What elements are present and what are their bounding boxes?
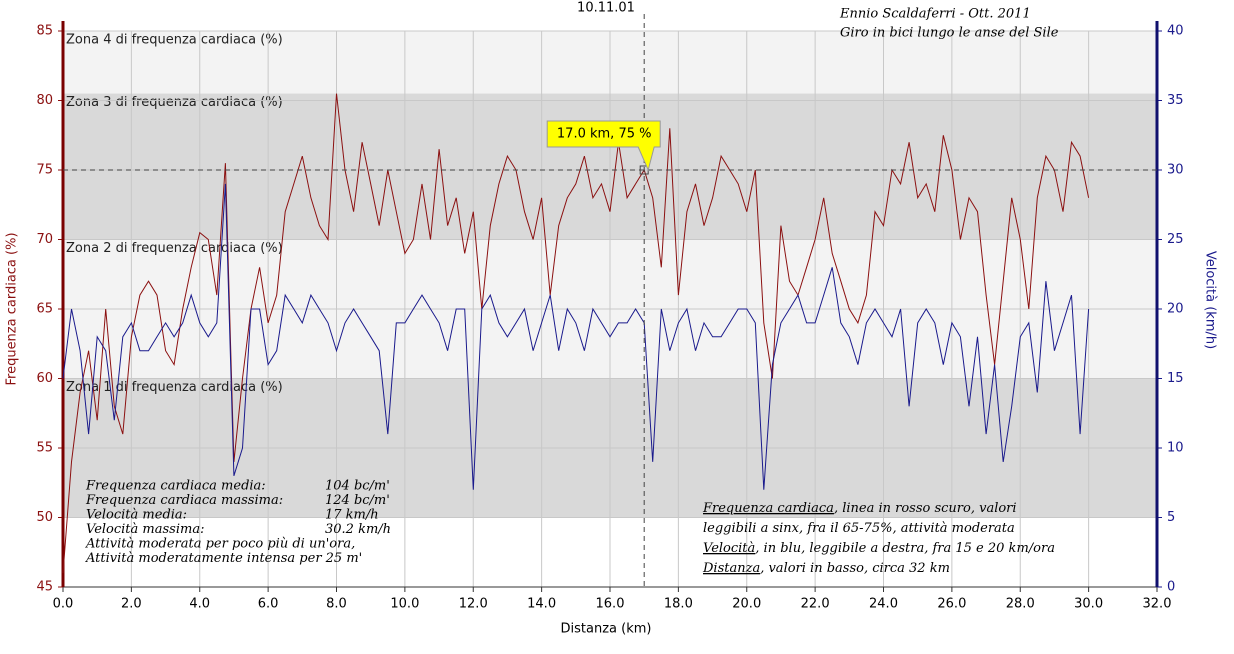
x-tick-label: 10.0 bbox=[390, 597, 419, 612]
note-line: Velocità, in blu, leggibile a destra, fr… bbox=[703, 541, 1055, 556]
note-text: , in blu, leggibile a destra, fra 15 e 2… bbox=[755, 541, 1055, 556]
x-axis-label: Distanza (km) bbox=[561, 622, 652, 637]
stat-label: Velocità media: bbox=[86, 508, 187, 523]
x-tick-label: 12.0 bbox=[459, 597, 488, 612]
y2-tick-label: 40 bbox=[1167, 24, 1184, 39]
x-tick-label: 18.0 bbox=[664, 597, 693, 612]
y-tick-label: 75 bbox=[36, 163, 53, 178]
zone-label: Zona 4 di frequenza cardiaca (%) bbox=[66, 33, 283, 48]
stat-label: Velocità massima: bbox=[86, 522, 204, 537]
y2-tick-label: 5 bbox=[1167, 510, 1175, 525]
note-line: leggibili a sinx, fra il 65-75%, attivit… bbox=[703, 521, 1015, 536]
y-tick-label: 80 bbox=[36, 93, 53, 108]
y-tick-label: 45 bbox=[36, 580, 53, 595]
y2-tick-label: 0 bbox=[1167, 580, 1175, 595]
note-text: , valori in basso, circa 32 km bbox=[760, 561, 950, 576]
y-tick-label: 70 bbox=[36, 232, 53, 247]
y-tick-label: 85 bbox=[36, 24, 53, 39]
x-tick-label: 0.0 bbox=[53, 597, 74, 612]
x-tick-label: 28.0 bbox=[1006, 597, 1035, 612]
stat-label: Attività moderata per poco più di un'ora… bbox=[85, 537, 355, 552]
y2-axis-label: Velocità (km/h) bbox=[1203, 251, 1218, 349]
note-text: leggibili a sinx, fra il 65-75%, attivit… bbox=[703, 521, 1015, 536]
y-tick-label: 50 bbox=[36, 510, 53, 525]
stat-label: Frequenza cardiaca massima: bbox=[85, 493, 283, 508]
y-tick-label: 55 bbox=[36, 441, 53, 456]
x-tick-label: 14.0 bbox=[527, 597, 556, 612]
y-tick-label: 60 bbox=[36, 371, 53, 386]
note-term: Velocità bbox=[703, 541, 755, 556]
series-line bbox=[62, 183, 1090, 490]
y2-tick-label: 15 bbox=[1167, 371, 1184, 386]
stat-value: 104 bc/m' bbox=[325, 479, 390, 494]
stat-label: Frequenza cardiaca media: bbox=[85, 479, 266, 494]
stat-label: Attività moderatamente intensa per 25 m' bbox=[85, 551, 362, 566]
x-tick-label: 30.0 bbox=[1074, 597, 1103, 612]
note-term: Distanza bbox=[702, 561, 760, 576]
x-tick-label: 26.0 bbox=[937, 597, 966, 612]
x-tick-label: 20.0 bbox=[732, 597, 761, 612]
zone-label: Zona 1 di frequenza cardiaca (%) bbox=[66, 380, 283, 395]
stat-value: 124 bc/m' bbox=[325, 493, 390, 508]
annotation: Ennio Scaldaferri - Ott. 2011 bbox=[839, 7, 1031, 22]
zone-label: Zona 2 di frequenza cardiaca (%) bbox=[66, 241, 283, 256]
zone-label: Zona 3 di frequenza cardiaca (%) bbox=[66, 95, 283, 110]
stat-value: 30.2 km/h bbox=[325, 522, 391, 537]
y2-tick-label: 20 bbox=[1167, 302, 1184, 317]
note-line: Frequenza cardiaca, linea in rosso scuro… bbox=[702, 501, 1017, 516]
x-tick-label: 4.0 bbox=[189, 597, 210, 612]
tooltip-box bbox=[546, 120, 661, 172]
x-tick-label: 6.0 bbox=[258, 597, 279, 612]
y2-tick-label: 25 bbox=[1167, 232, 1184, 247]
y-tick-label: 65 bbox=[36, 302, 53, 317]
note-term: Frequenza cardiaca bbox=[702, 501, 834, 516]
x-tick-label: 22.0 bbox=[801, 597, 830, 612]
stat-value: 17 km/h bbox=[325, 508, 379, 523]
note-line: Distanza, valori in basso, circa 32 km bbox=[702, 561, 950, 576]
y2-tick-label: 35 bbox=[1167, 93, 1184, 108]
y2-tick-label: 30 bbox=[1167, 163, 1184, 178]
x-tick-label: 2.0 bbox=[121, 597, 142, 612]
tooltip-label: 17.0 km, 75 % bbox=[557, 127, 652, 142]
note-text: , linea in rosso scuro, valori bbox=[834, 501, 1017, 516]
x-tick-label: 32.0 bbox=[1143, 597, 1172, 612]
x-tick-label: 8.0 bbox=[326, 597, 347, 612]
annotation: Giro in bici lungo le anse del Sile bbox=[840, 26, 1059, 41]
x-tick-label: 16.0 bbox=[596, 597, 625, 612]
y2-tick-label: 10 bbox=[1167, 441, 1184, 456]
chart-title: 10.11.01 bbox=[577, 1, 635, 16]
y-axis-label: Frequenza cardiaca (%) bbox=[5, 232, 20, 385]
x-tick-label: 24.0 bbox=[869, 597, 898, 612]
